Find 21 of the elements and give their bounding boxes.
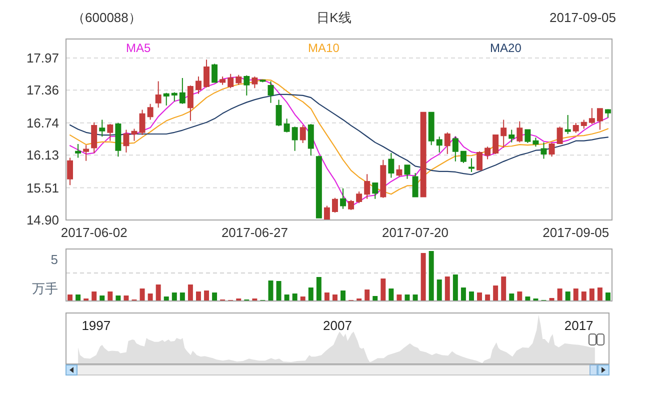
x-tick-label: 2017-06-27 bbox=[221, 225, 288, 240]
y-axis-title: 万手 bbox=[32, 281, 58, 296]
y-tick-label: 15.51 bbox=[26, 180, 59, 196]
text: MA10 bbox=[308, 41, 340, 55]
y-tick-label: 16.13 bbox=[26, 148, 59, 163]
y-tick-label: 17.36 bbox=[26, 82, 59, 98]
x-tick-label: 2017 bbox=[564, 318, 594, 333]
text: MA5 bbox=[126, 41, 152, 55]
x-tick-label: 2007 bbox=[323, 318, 352, 333]
x-tick-label: 2017-09-05 bbox=[542, 225, 610, 240]
y-tick-label: 16.74 bbox=[26, 115, 59, 130]
text: 2017-09-05 bbox=[550, 10, 616, 25]
chart-title: 日K线 bbox=[316, 10, 352, 25]
text: MA20 bbox=[490, 41, 522, 55]
x-tick-label: 1997 bbox=[82, 318, 111, 333]
x-tick-label: 2017-07-20 bbox=[382, 225, 449, 240]
y-tick-label: 14.90 bbox=[26, 212, 59, 228]
text: 5 bbox=[50, 252, 58, 267]
x-tick-label: 2017-06-02 bbox=[60, 225, 128, 240]
chart-subtitle: （600088） bbox=[72, 10, 142, 25]
y-tick-label: 17.97 bbox=[26, 50, 59, 66]
